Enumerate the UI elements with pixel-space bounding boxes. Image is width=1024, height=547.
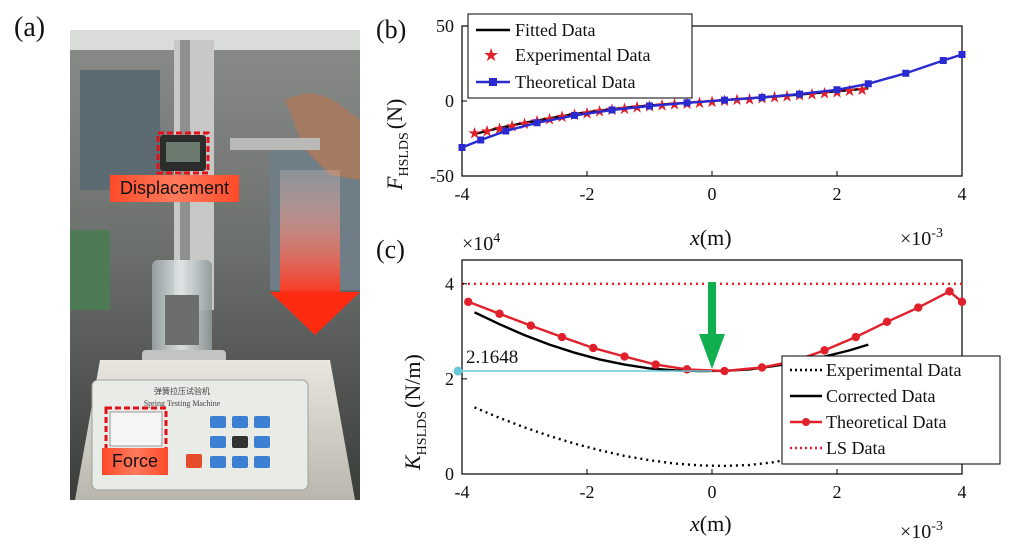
chart-c: (c) ×104 -4 -2 0 2 4 0 2 4 2.1648 x(m) ×10-3 KH… (376, 231, 1001, 543)
x-tick-label: 4 (958, 184, 967, 204)
x-tick-label: -2 (580, 184, 595, 204)
chart-c-legend-2: Theoretical Data (826, 412, 946, 432)
series-point-dot (720, 366, 729, 376)
chart-b-legend-2: Theoretical Data (515, 72, 635, 92)
series-point-dot (757, 363, 767, 372)
x-tick-label: -4 (455, 184, 470, 204)
series-point-star: ★ (692, 95, 706, 112)
y-tick-label: 2 (445, 369, 454, 389)
series-point-dot (945, 287, 954, 296)
series-point-star: ★ (780, 88, 794, 105)
series-point-dot (651, 360, 660, 369)
series-point-square (939, 57, 947, 64)
series-point-dot (882, 317, 892, 327)
y-tick-label: 0 (445, 464, 454, 484)
series-point-square (458, 144, 466, 151)
x-tick-label: 4 (958, 482, 967, 502)
green-arrow-shaft (708, 282, 716, 338)
series-point-square (796, 90, 803, 98)
machine-label-cn: 弹簧拉压试验机 (154, 386, 210, 396)
series-point-dot (914, 303, 923, 312)
series-point-square (758, 93, 766, 101)
series-point-square (502, 127, 510, 135)
series-point-dot (682, 365, 692, 374)
series-point-dot (526, 321, 535, 330)
chart-b-legend-1: Experimental Data (515, 45, 650, 65)
y-tick-label: -50 (430, 166, 454, 186)
series-point-star: ★ (742, 91, 756, 108)
chart-c-legend-0: Experimental Data (826, 360, 961, 380)
chart-b-legend: Fitted Data ★ Experimental Data Theoreti… (467, 13, 693, 99)
series-line-2 (461, 53, 963, 149)
series-point-square (721, 96, 728, 104)
machine-label-en: Spring Testing Machine (144, 399, 221, 408)
series-point-square (683, 99, 691, 107)
chart-c-x-multiplier: ×10-3 (900, 519, 943, 543)
series-point-star: ★ (767, 90, 781, 107)
series-point-star: ★ (730, 92, 744, 109)
x-tick-label: 0 (708, 184, 717, 204)
series-point-dot (495, 309, 504, 318)
chart-b-legend-0: Fitted Data (515, 20, 595, 40)
chart-b-ylabel: FHSLDS(N) (382, 99, 412, 191)
series-point-star: ★ (805, 87, 819, 104)
series-point-star: ★ (667, 97, 681, 114)
chart-c-ylabel: KHSLDS(N/m) (400, 354, 430, 471)
displacement-tag: Displacement (110, 175, 240, 202)
panel-a-label: (a) (14, 12, 46, 43)
series-point-square (533, 119, 541, 127)
y-tick-label: 4 (445, 274, 454, 294)
x-tick-label: 0 (708, 482, 717, 502)
chart-c-legend: Experimental Data Corrected Data Theoret… (781, 355, 1001, 465)
series-point-dot (557, 332, 567, 342)
testing-machine-photo: 弹簧拉压试验机 Spring Testing Machine Displacem… (70, 30, 360, 500)
chart-b-xlabel: x(m) (689, 225, 732, 250)
series-point-dot (620, 352, 629, 361)
x-tick-label: 2 (833, 184, 842, 204)
series-point-square (477, 136, 485, 144)
series-point-square (958, 51, 966, 58)
panel-b-label: (b) (376, 15, 406, 44)
series-point-dot (957, 297, 967, 307)
series-point-square (646, 102, 653, 110)
x-tick-label: -4 (455, 482, 470, 502)
y-tick-label: 50 (436, 16, 454, 36)
chart-c-legend-1: Corrected Data (826, 386, 935, 406)
chart-c-xlabel: x(m) (689, 511, 732, 536)
chart-c-legend-3: LS Data (826, 438, 885, 458)
chart-b-x-multiplier: ×10-3 (900, 226, 943, 250)
x-tick-label: 2 (833, 482, 842, 502)
y-tick-label: 0 (445, 91, 454, 111)
series-point-star: ★ (817, 85, 831, 102)
x-tick-label: -2 (580, 482, 595, 502)
svg-text:★: ★ (483, 45, 499, 65)
series-point-square (833, 86, 841, 94)
series-point-dot (464, 297, 473, 307)
min-stiffness-value-label: 2.1648 (466, 347, 518, 368)
chart-b: (b) ★★★★★★★★★★★★★★★★★★★★★★★★★★★★★★★★ -4-… (376, 13, 967, 250)
chart-c-y-multiplier: ×104 (462, 231, 500, 255)
series-point-square (902, 69, 910, 77)
series-point-dot (589, 343, 598, 353)
green-arrow-head (699, 334, 725, 370)
series-point-square (571, 111, 578, 119)
force-tag: Force (102, 448, 169, 475)
series-point-star: ★ (517, 116, 531, 133)
series-point-square (608, 106, 616, 114)
series-point-star: ★ (705, 94, 719, 111)
series-point-square (864, 80, 872, 88)
min-stiffness-marker (453, 366, 463, 376)
series-point-dot (851, 332, 860, 342)
panel-c-label: (c) (376, 235, 405, 264)
series-point-dot (820, 346, 829, 355)
